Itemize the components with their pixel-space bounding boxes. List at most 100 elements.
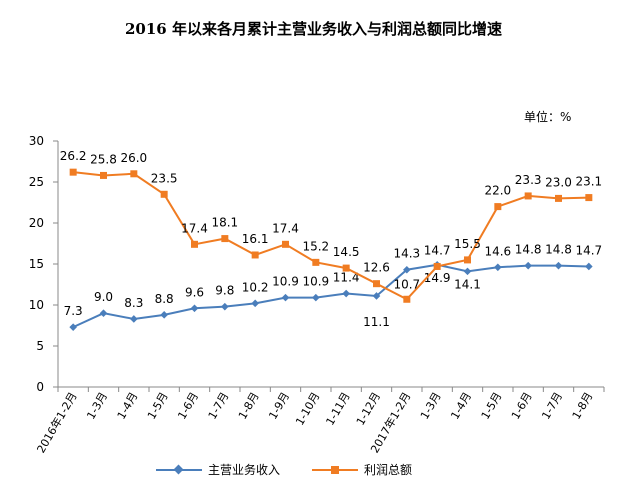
data-label-revenue: 14.8 xyxy=(515,243,542,257)
data-point-revenue xyxy=(463,267,472,276)
series-line-revenue xyxy=(72,263,589,329)
data-label-revenue: 14.6 xyxy=(484,244,511,258)
data-label-revenue: 10.2 xyxy=(242,280,269,294)
data-label-revenue: 8.3 xyxy=(124,296,143,310)
data-label-profit: 14.7 xyxy=(424,243,451,257)
data-point-profit xyxy=(100,171,107,179)
data-point-profit xyxy=(555,194,562,202)
chart-title: 2016 年以来各月累计主营业务收入与利润总额同比增速 xyxy=(125,20,502,38)
data-label-revenue: 14.3 xyxy=(393,247,420,261)
data-point-profit xyxy=(191,240,198,248)
legend-item-profit: 利润总额 xyxy=(312,461,412,478)
data-label-profit: 15.2 xyxy=(302,239,329,253)
data-label-revenue: 8.8 xyxy=(155,292,174,306)
data-point-profit xyxy=(464,256,471,264)
square-marker-icon xyxy=(331,465,339,474)
legend-label-profit: 利润总额 xyxy=(364,463,413,477)
legend-item-revenue: 主营业务收入 xyxy=(156,461,280,478)
data-label-revenue: 9.8 xyxy=(215,284,234,298)
data-point-profit xyxy=(282,240,289,248)
legend: 主营业务收入 利润总额 xyxy=(0,461,627,483)
diamond-marker-icon xyxy=(173,464,184,474)
y-tick-label: 25 xyxy=(29,175,44,189)
data-label-profit: 16.1 xyxy=(242,232,269,246)
data-point-profit xyxy=(130,170,138,178)
series-line-profit xyxy=(73,171,589,301)
data-label-revenue: 14.1 xyxy=(454,277,481,291)
x-tick-label: 1-12月 xyxy=(354,390,383,428)
y-tick-label: 15 xyxy=(29,257,44,271)
data-point-revenue xyxy=(342,289,350,298)
x-tick-label: 1-9月 xyxy=(266,390,292,422)
data-point-revenue xyxy=(372,292,381,300)
data-point-revenue xyxy=(554,261,563,270)
data-point-revenue xyxy=(69,323,77,331)
data-label-profit: 26.0 xyxy=(120,151,147,165)
data-point-revenue xyxy=(312,293,320,302)
data-label-profit: 14.5 xyxy=(333,245,360,259)
data-label-revenue: 9.0 xyxy=(94,290,113,304)
data-label-revenue: 11.1 xyxy=(363,315,390,329)
data-label-revenue: 10.9 xyxy=(302,275,329,289)
data-point-revenue xyxy=(524,261,532,270)
x-tick-label: 1-7月 xyxy=(539,390,565,422)
data-label-profit: 17.4 xyxy=(272,221,299,235)
data-label-profit: 18.1 xyxy=(211,216,238,230)
x-tick-label: 1-8月 xyxy=(570,390,596,422)
data-point-revenue xyxy=(221,302,229,311)
data-point-revenue xyxy=(160,311,168,319)
data-point-profit xyxy=(69,168,77,176)
data-label-revenue: 10.9 xyxy=(272,275,299,289)
data-point-profit xyxy=(251,251,259,259)
x-tick-label: 1-5月 xyxy=(479,390,505,422)
data-label-profit: 12.6 xyxy=(363,261,390,275)
x-tick-label: 1-6月 xyxy=(175,390,201,422)
data-point-profit xyxy=(160,190,168,198)
data-point-revenue xyxy=(130,315,138,323)
data-point-revenue xyxy=(281,293,290,302)
data-point-profit xyxy=(433,262,441,270)
data-point-revenue xyxy=(99,309,108,317)
data-label-profit: 17.4 xyxy=(181,221,208,235)
x-tick-label: 1-3月 xyxy=(84,390,110,422)
data-label-profit: 25.8 xyxy=(90,152,117,166)
legend-swatch-revenue xyxy=(156,464,202,476)
data-label-profit: 10.7 xyxy=(393,277,420,291)
data-point-profit xyxy=(403,295,411,303)
data-label-profit: 26.2 xyxy=(60,149,87,163)
x-tick-label: 1-8月 xyxy=(236,390,262,422)
x-tick-label: 1-10月 xyxy=(293,390,322,428)
x-tick-label: 1-4月 xyxy=(115,390,141,422)
data-point-profit xyxy=(221,235,229,243)
data-label-profit: 23.5 xyxy=(151,171,178,185)
data-label-profit: 23.1 xyxy=(575,175,602,189)
data-label-revenue: 11.4 xyxy=(333,271,360,285)
x-tick-label: 1-4月 xyxy=(448,390,474,422)
data-point-profit xyxy=(494,203,502,211)
data-label-revenue: 9.6 xyxy=(185,285,204,299)
y-tick-label: 20 xyxy=(29,216,44,230)
x-tick-label: 1-7月 xyxy=(206,390,232,422)
data-label-profit: 23.3 xyxy=(515,173,542,187)
data-point-profit xyxy=(585,194,593,202)
data-label-profit: 15.5 xyxy=(454,237,481,251)
data-point-revenue xyxy=(251,299,259,308)
legend-label-revenue: 主营业务收入 xyxy=(208,463,281,477)
data-point-profit xyxy=(524,192,532,200)
data-point-revenue xyxy=(190,304,199,313)
data-label-revenue: 14.8 xyxy=(545,243,572,257)
data-label-profit: 23.0 xyxy=(545,175,572,189)
x-tick-label: 1-5月 xyxy=(145,390,171,422)
data-point-revenue xyxy=(494,263,502,272)
y-tick-label: 5 xyxy=(36,339,44,353)
data-label-revenue: 7.3 xyxy=(64,304,83,318)
y-tick-label: 0 xyxy=(36,380,44,394)
legend-swatch-profit xyxy=(312,464,358,476)
data-point-revenue xyxy=(403,265,411,274)
x-tick-label: 1-11月 xyxy=(324,390,353,428)
y-tick-label: 10 xyxy=(29,298,44,312)
x-tick-label: 2016年1-2月 xyxy=(34,390,80,456)
x-tick-label: 1-6月 xyxy=(509,390,535,422)
